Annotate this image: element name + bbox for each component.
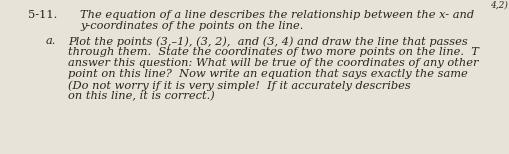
Text: Plot the points (3,–1), (3, 2),  and (3, 4) and draw the line that passes: Plot the points (3,–1), (3, 2), and (3, … xyxy=(68,36,468,47)
Text: y-coordinates of the points on the line.: y-coordinates of the points on the line. xyxy=(80,21,303,31)
Text: 5-11.: 5-11. xyxy=(28,10,58,20)
Text: answer this question: What will be true of the coordinates of any other: answer this question: What will be true … xyxy=(68,58,478,68)
Text: a.: a. xyxy=(46,36,56,46)
Text: The equation of a line describes the relationship between the x- and: The equation of a line describes the rel… xyxy=(80,10,474,20)
Text: through them.  State the coordinates of two more points on the line.  T: through them. State the coordinates of t… xyxy=(68,47,479,57)
Text: point on this line?  Now write an equation that says exactly the same: point on this line? Now write an equatio… xyxy=(68,69,468,79)
Text: (Do not worry if it is very simple!  If it accurately describes: (Do not worry if it is very simple! If i… xyxy=(68,80,411,91)
Text: on this line, it is correct.): on this line, it is correct.) xyxy=(68,91,215,101)
Text: 4,2): 4,2) xyxy=(490,1,508,10)
